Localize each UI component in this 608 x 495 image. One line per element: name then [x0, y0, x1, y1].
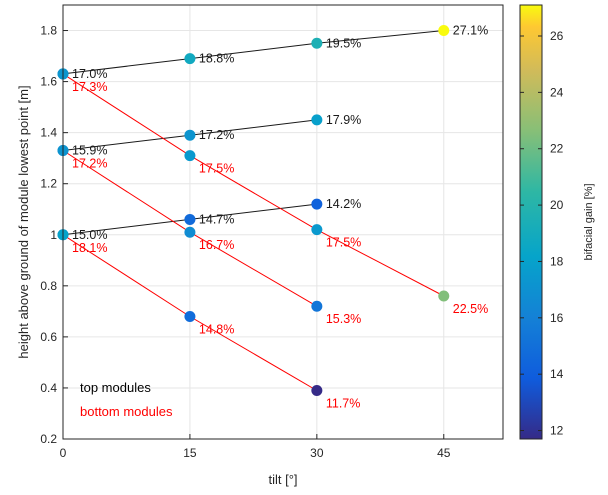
y-tick-label: 0.4	[40, 381, 57, 395]
colorbar-tick-label: 12	[550, 424, 564, 438]
bottom-gain-label: 17.5%	[326, 236, 361, 250]
data-point	[311, 300, 323, 312]
bottom-gain-label: 17.2%	[72, 157, 107, 171]
data-point	[438, 25, 450, 37]
top-line	[62, 30, 444, 75]
colorbar-tick-label: 14	[550, 367, 564, 381]
data-point	[311, 37, 323, 49]
x-tick-label: 0	[60, 446, 67, 460]
top-gain-label: 14.7%	[199, 212, 234, 226]
colorbar-tick-label: 16	[550, 311, 564, 325]
top-gain-label: 17.9%	[326, 113, 361, 127]
y-tick-label: 1.2	[40, 177, 57, 191]
top-gain-label: 27.1%	[453, 24, 488, 38]
bottom-gain-label: 18.1%	[72, 241, 107, 255]
colorbar-tick-label: 22	[550, 142, 564, 156]
colorbar-tick-label: 24	[550, 85, 564, 99]
data-point	[184, 226, 196, 238]
legend-bottom-modules: bottom modules	[80, 404, 173, 419]
colorbar	[519, 4, 543, 440]
data-labels: 17.0%18.8%19.5%27.1%15.9%17.2%17.9%15.0%…	[72, 24, 488, 411]
data-point	[184, 213, 196, 225]
bottom-gain-label: 11.7%	[326, 396, 361, 410]
bottom-gain-label: 17.3%	[72, 80, 107, 94]
top-gain-label: 15.0%	[72, 228, 107, 242]
data-point	[311, 198, 323, 210]
top-gain-label: 17.0%	[72, 67, 107, 81]
y-tick-label: 0.2	[40, 432, 57, 446]
y-axis-label: height above ground of module lowest poi…	[16, 85, 31, 358]
plot-frame	[62, 4, 504, 440]
x-tick-label: 45	[437, 446, 451, 460]
y-tick-label: 1.6	[40, 75, 57, 89]
top-gain-label: 19.5%	[326, 36, 361, 50]
top-gain-label: 15.9%	[72, 144, 107, 158]
top-gain-label: 18.8%	[199, 52, 234, 66]
top-gain-label: 14.2%	[326, 197, 361, 211]
legend-top-modules: top modules	[80, 380, 151, 395]
data-point	[311, 224, 323, 236]
colorbar-label: bifacial gain [%]	[583, 183, 595, 260]
bottom-gain-label: 16.7%	[199, 238, 234, 252]
y-tick-label: 0.8	[40, 279, 57, 293]
y-tick-label: 0.6	[40, 330, 57, 344]
bottom-gain-label: 17.5%	[199, 162, 234, 176]
x-tick-label: 30	[310, 446, 324, 460]
data-point	[184, 53, 196, 65]
data-point	[311, 114, 323, 126]
x-axis-label: tilt [°]	[268, 472, 297, 487]
data-point	[184, 129, 196, 141]
data-point	[184, 310, 196, 322]
bottom-line	[62, 73, 445, 297]
bottom-gain-label: 14.8%	[199, 322, 234, 336]
data-point	[184, 150, 196, 162]
y-tick-label: 1	[50, 228, 57, 242]
x-tick-label: 15	[183, 446, 197, 460]
colorbar-tick-label: 18	[550, 254, 564, 268]
data-point	[438, 290, 450, 302]
y-tick-label: 1.8	[40, 24, 57, 38]
colorbar-tick-label: 20	[550, 198, 564, 212]
top-gain-label: 17.2%	[199, 128, 234, 142]
bottom-gain-label: 15.3%	[326, 312, 361, 326]
bottom-gain-label: 22.5%	[453, 302, 488, 316]
colorbar-tick-label: 26	[550, 29, 564, 43]
plot-background	[63, 5, 503, 439]
data-point	[311, 384, 323, 396]
colorbar-ticks: 12 14 16 18 20 22 24 26	[520, 29, 564, 438]
y-tick-label: 1.4	[40, 126, 57, 140]
